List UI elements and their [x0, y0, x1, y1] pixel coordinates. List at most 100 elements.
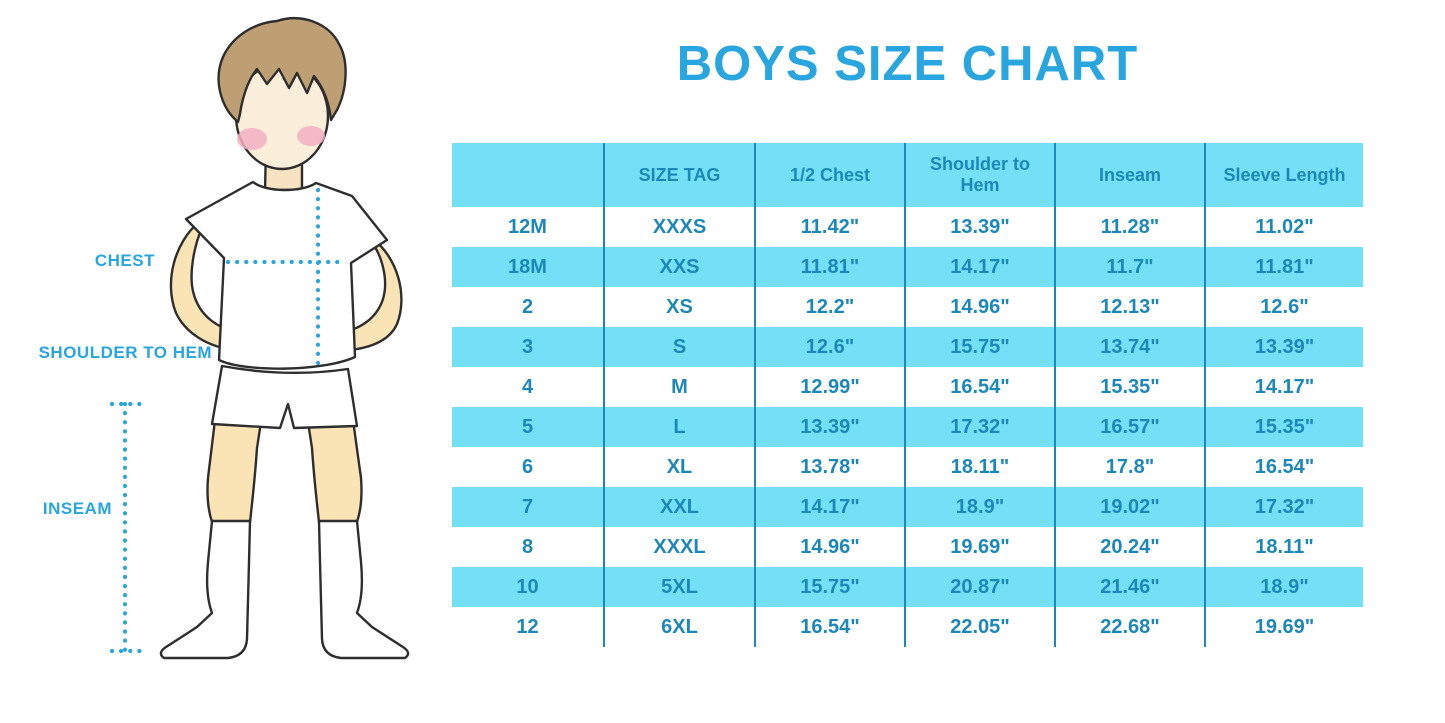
table-cell: 16.54": [754, 607, 905, 647]
column-header: Inseam: [1054, 143, 1205, 207]
left-blush: [237, 128, 267, 150]
table-cell: S: [603, 327, 755, 367]
table-cell: 11.81": [754, 247, 905, 287]
table-row: 4 M 12.99" 16.54" 15.35" 14.17": [452, 367, 1363, 407]
table-row: 8 XXXL 14.96" 19.69" 20.24" 18.11": [452, 527, 1363, 567]
table-cell: 10: [452, 567, 604, 607]
table-row: 2 XS 12.2" 14.96" 12.13" 12.6": [452, 287, 1363, 327]
table-cell: 13.39": [754, 407, 905, 447]
table-cell: 12.13": [1054, 287, 1205, 327]
table-row: 10 5XL 15.75" 20.87" 21.46" 18.9": [452, 567, 1363, 607]
table-cell: 7: [452, 487, 604, 527]
table-row: 5 L 13.39" 17.32" 16.57" 15.35": [452, 407, 1363, 447]
table-cell: 13.39": [1204, 327, 1363, 367]
table-cell: 17.32": [1204, 487, 1363, 527]
shoulder-to-hem-label: SHOULDER TO HEM: [38, 343, 212, 362]
table-cell: 5: [452, 407, 604, 447]
table-cell: 12.2": [754, 287, 905, 327]
table-cell: 22.05": [904, 607, 1055, 647]
table-cell: 18.9": [1204, 567, 1363, 607]
table-row: 3 S 12.6" 15.75" 13.74" 13.39": [452, 327, 1363, 367]
size-table-header-row: SIZE TAG 1/2 Chest Shoulder to Hem Inseam Sl…: [452, 143, 1363, 207]
table-cell: 6: [521, 455, 534, 478]
table-cell: 5XL: [603, 567, 755, 607]
column-header: Sleeve Length: [1204, 143, 1363, 207]
table-cell: 13.39": [904, 207, 1055, 247]
table-cell: 12.6": [1204, 287, 1363, 327]
table-cell: 20.87": [904, 567, 1055, 607]
t-shirt: [184, 180, 389, 370]
table-row: 18M XXS 11.81" 14.17" 11.7" 11.81": [452, 247, 1363, 287]
table-cell: XXXL: [603, 527, 755, 567]
table-cell: 14.96": [754, 527, 905, 567]
table-cell: 18M: [452, 247, 604, 287]
table-cell: 12: [516, 615, 539, 638]
table-cell: 19.02": [1054, 487, 1205, 527]
table-cell: 18.9": [904, 487, 1055, 527]
table-cell: 4: [521, 375, 534, 398]
table-cell: 8: [521, 535, 534, 558]
inseam-label: INSEAM: [42, 499, 112, 518]
table-row: 6 XL 13.78" 18.11" 17.8" 16.54": [452, 447, 1363, 487]
size-table-body: 12M XXXS 11.42" 13.39" 11.28" 11.02" 18M XXS 11.…: [452, 207, 1363, 647]
table-cell: 3: [452, 327, 604, 367]
table-cell: 11.42": [754, 207, 905, 247]
table-cell: 15.35": [1204, 407, 1363, 447]
table-cell: 19.69": [1204, 607, 1363, 647]
column-header: SIZE TAG: [603, 143, 755, 207]
table-cell: XXXS: [603, 207, 755, 247]
table-cell: L: [603, 407, 755, 447]
hair: [217, 17, 347, 124]
table-cell: 11.7": [1054, 247, 1205, 287]
right-sock: [317, 519, 410, 660]
table-cell: 12.6": [754, 327, 905, 367]
table-cell: 18.11": [904, 447, 1055, 487]
table-cell: 11.81": [1204, 247, 1363, 287]
table-cell: 11.02": [1204, 207, 1363, 247]
table-cell: 6XL: [603, 607, 755, 647]
table-cell: M: [603, 367, 755, 407]
table-cell: 2: [521, 295, 534, 318]
table-cell: 15.35": [1054, 367, 1205, 407]
table-cell: 15.75": [904, 327, 1055, 367]
table-cell: 17.32": [904, 407, 1055, 447]
right-blush: [297, 126, 325, 146]
table-cell: 13.78": [754, 447, 905, 487]
table-cell: 16.54": [1204, 447, 1363, 487]
table-row: 12 6XL 16.54" 22.05" 22.68" 19.69": [452, 607, 1363, 647]
table-row: 12M XXXS 11.42" 13.39" 11.28" 11.02": [452, 207, 1363, 247]
table-cell: 12M: [508, 215, 547, 238]
table-cell: 14.17": [904, 247, 1055, 287]
column-header: 1/2 Chest: [754, 143, 905, 207]
page-title: BOYS SIZE CHART: [676, 37, 1139, 91]
table-cell: 14.17": [1204, 367, 1363, 407]
table-cell: 19.69": [904, 527, 1055, 567]
boy-figure-illustration: [109, 17, 410, 660]
table-cell: XL: [603, 447, 755, 487]
table-cell: XS: [603, 287, 755, 327]
left-leg: [206, 418, 263, 524]
table-cell: XXS: [603, 247, 755, 287]
column-header: Shoulder to Hem: [904, 143, 1055, 207]
table-row: 7 XXL 14.17" 18.9" 19.02" 17.32": [452, 487, 1363, 527]
table-cell: 12.99": [754, 367, 905, 407]
table-cell: 21.46": [1054, 567, 1205, 607]
table-cell: 20.24": [1054, 527, 1205, 567]
left-sock: [159, 519, 252, 660]
table-cell: 16.54": [904, 367, 1055, 407]
table-cell: 18.11": [1204, 527, 1363, 567]
table-cell: 11.28": [1054, 207, 1205, 247]
column-header: [452, 143, 604, 207]
table-cell: XXL: [603, 487, 755, 527]
table-cell: 17.8": [1054, 447, 1205, 487]
size-table: SIZE TAG 1/2 Chest Shoulder to Hem Inseam Sl…: [452, 143, 1363, 647]
table-cell: 15.75": [754, 567, 905, 607]
table-cell: 13.74": [1054, 327, 1205, 367]
chest-label: CHEST: [94, 251, 155, 270]
table-cell: 22.68": [1054, 607, 1205, 647]
table-cell: 14.17": [754, 487, 905, 527]
shorts: [210, 364, 359, 430]
table-cell: 14.96": [904, 287, 1055, 327]
right-leg: [306, 418, 363, 524]
